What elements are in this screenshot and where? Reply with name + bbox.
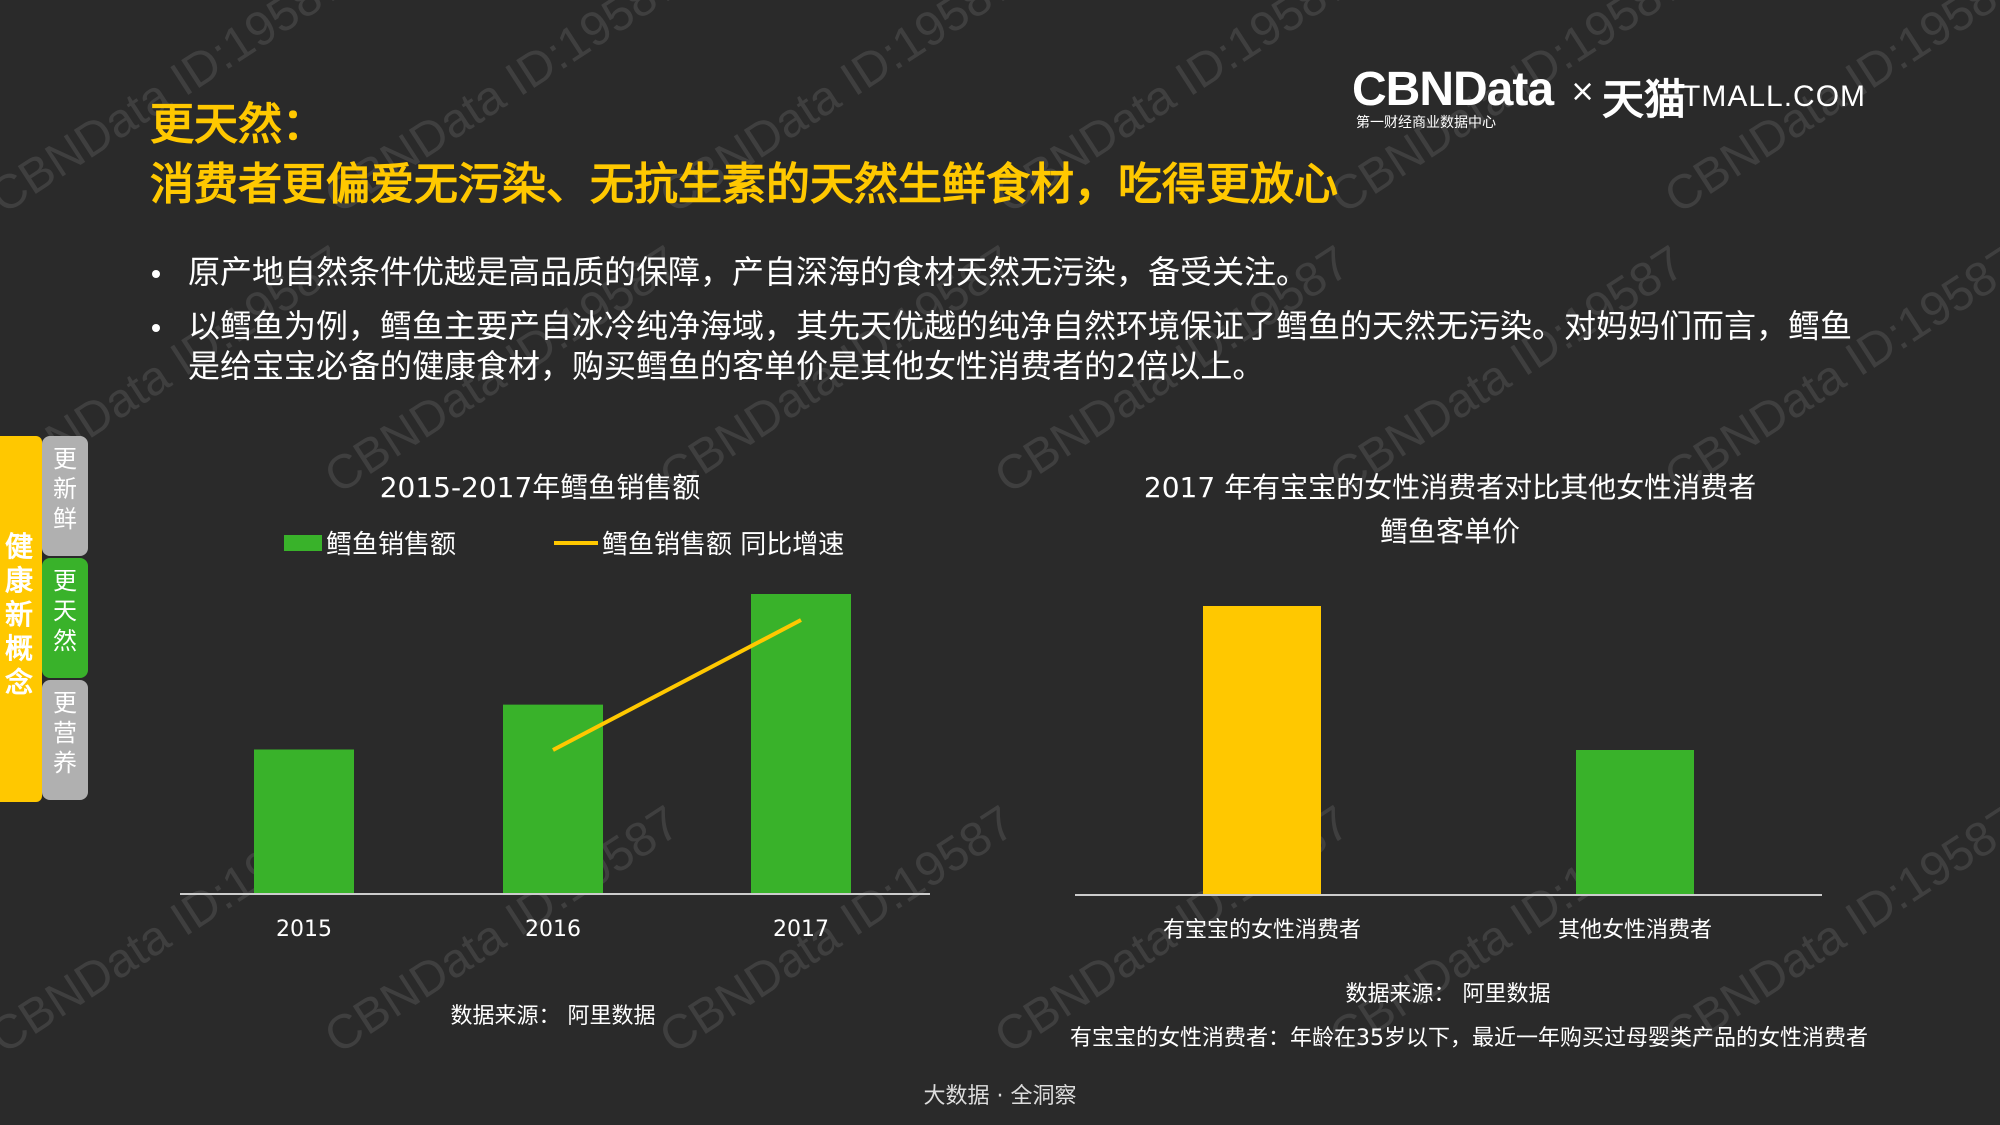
- chart1-bar: [751, 594, 851, 893]
- chart2-title-line1: 2017 年有宝宝的女性消费者对比其他女性消费者: [1143, 471, 1757, 504]
- chart1-bar: [254, 749, 354, 893]
- chart2-source: 数据来源： 阿里数据: [1345, 982, 1551, 1007]
- legend-label: 鳕鱼销售额: [326, 530, 457, 560]
- bullet-dot-icon: [152, 270, 160, 278]
- bullet-item: 以鳕鱼为例，鳕鱼主要产自冰冷纯净海域，其先天优越的纯净自然环境保证了鳕鱼的天然无…: [150, 306, 1870, 386]
- tmall-logo-en: TMALL.COM: [1682, 80, 1867, 113]
- tab-fresher[interactable]: 更新鲜: [42, 436, 88, 556]
- chart2-note: 有宝宝的女性消费者：年龄在35岁以下，最近一年购买过母婴类产品的女性消费者: [1070, 1026, 1868, 1051]
- tmall-logo-cn: 天猫: [1602, 75, 1687, 124]
- legend-item-bar: 鳕鱼销售额: [284, 524, 456, 561]
- chart1-x-tick-label: 2015: [276, 917, 332, 942]
- chart1-growth-line: [552, 618, 802, 752]
- chart2-bar: [1576, 750, 1694, 894]
- bullet-dot-icon: [152, 324, 160, 332]
- chart1-source: 数据来源： 阿里数据: [450, 1004, 656, 1029]
- chart2-plot: 有宝宝的女性消费者 其他女性消费者: [1075, 606, 1822, 943]
- bullet-item: 原产地自然条件优越是高品质的保障，产自深海的食材天然无污染，备受关注。: [150, 252, 1870, 292]
- chart1-x-tick-label: 2017: [773, 917, 829, 942]
- cbndata-tagline: 第一财经商业数据中心: [1356, 115, 1496, 131]
- title-line-2: 消费者更偏爱无污染、无抗生素的天然生鲜食材，吃得更放心: [150, 159, 1338, 210]
- tab-label: 更营养: [53, 689, 77, 777]
- title-block: 更天然： 消费者更偏爱无污染、无抗生素的天然生鲜食材，吃得更放心: [150, 95, 1338, 215]
- chart1-x-tick-label: 2016: [525, 917, 581, 942]
- chart2-title-line2: 鳕鱼客单价: [1379, 515, 1520, 548]
- chart2-x-tick-label: 其他女性消费者: [1558, 918, 1712, 943]
- bullet-text: 原产地自然条件优越是高品质的保障，产自深海的食材天然无污染，备受关注。: [188, 253, 1309, 291]
- title-line-1: 更天然：: [150, 99, 326, 150]
- legend-label: 鳕鱼销售额 同比增速: [602, 530, 845, 560]
- bullet-text: 以鳕鱼为例，鳕鱼主要产自冰冷纯净海域，其先天优越的纯净自然环境保证了鳕鱼的天然无…: [188, 307, 1853, 385]
- tab-label: 更天然: [53, 567, 77, 655]
- legend-item-line: 鳕鱼销售额 同比增速: [554, 524, 844, 561]
- bullet-list: 原产地自然条件优越是高品质的保障，产自深海的食材天然无污染，备受关注。 以鳕鱼为…: [150, 252, 1870, 400]
- sidebar-category-bar: [0, 436, 42, 802]
- page-footer: 大数据 · 全洞察: [923, 1084, 1077, 1109]
- chart2-bar: [1203, 606, 1321, 894]
- cbndata-logo-text: CBNData: [1352, 63, 1554, 116]
- chart1-bar: [503, 704, 603, 893]
- cbndata-tmall-logo: CBNData 第一财经商业数据中心 × 天猫 TMALL.COM: [1352, 62, 1882, 132]
- legend-swatch-green: [284, 534, 322, 551]
- tab-label: 更新鲜: [53, 445, 77, 533]
- sidebar-category-label: 健康新概念: [4, 530, 33, 699]
- legend-swatch-yellow: [554, 540, 598, 545]
- tab-more-nutritious[interactable]: 更营养: [42, 680, 88, 800]
- logo-times-sign: ×: [1570, 74, 1596, 109]
- chart2-x-tick-label: 有宝宝的女性消费者: [1163, 918, 1361, 943]
- chart1-title: 2015-2017年鳕鱼销售额: [379, 471, 701, 504]
- tab-more-natural[interactable]: 更天然: [42, 558, 88, 678]
- chart1-plot: 2015 2016 2017: [180, 594, 930, 942]
